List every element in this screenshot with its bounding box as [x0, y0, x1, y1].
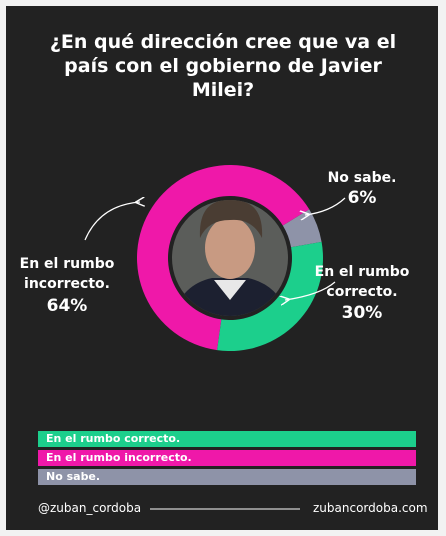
arrow	[305, 197, 346, 215]
footer-site: zubancordoba.com	[313, 501, 428, 515]
value-label: 64%	[46, 296, 88, 316]
value-label: 30%	[341, 303, 383, 323]
arrow	[285, 281, 336, 300]
legend-entry: No sabe.	[38, 469, 416, 485]
value-label: 6%	[347, 188, 377, 208]
photo	[172, 200, 288, 316]
label: En el rumbo correcto.	[314, 264, 410, 300]
arrow	[84, 202, 140, 241]
title: ¿En qué dirección cree que va el país co…	[49, 31, 397, 101]
footer-handle: @zuban_cordoba	[38, 501, 142, 515]
legend-entry: En el rumbo correcto.	[38, 431, 416, 447]
label: No sabe.	[327, 170, 397, 186]
donut-segment	[217, 241, 323, 351]
donut-segment	[137, 165, 310, 351]
legend-entry: En el rumbo incorrecto.	[38, 450, 416, 466]
label: En el rumbo incorrecto.	[19, 256, 115, 292]
donut-segment	[282, 209, 322, 248]
